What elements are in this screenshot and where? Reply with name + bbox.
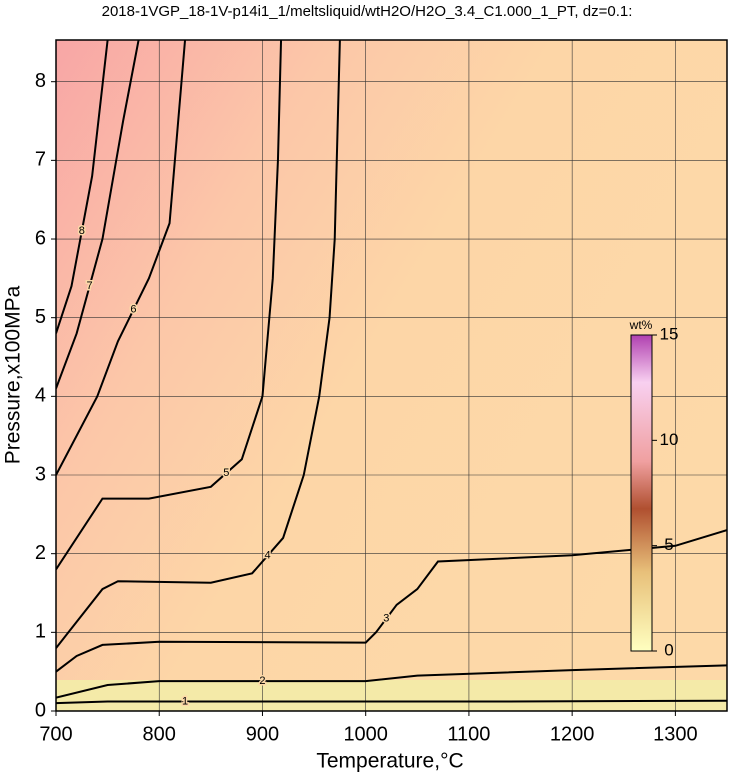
y-tick-label: 4 bbox=[35, 385, 46, 407]
contour-label: 5 bbox=[223, 467, 229, 479]
low-band bbox=[56, 680, 727, 711]
colorbar-tick-label: 15 bbox=[660, 324, 679, 343]
y-tick-label: 3 bbox=[35, 463, 46, 485]
x-tick-label: 1100 bbox=[447, 723, 490, 745]
y-tick-label: 5 bbox=[35, 306, 46, 328]
contour-line bbox=[56, 699, 727, 705]
y-tick-label: 2 bbox=[35, 542, 46, 564]
contour-label: 4 bbox=[265, 550, 271, 562]
plot-background bbox=[56, 40, 727, 711]
contour-label: 6 bbox=[130, 304, 136, 316]
y-tick-label: 0 bbox=[35, 699, 46, 721]
colorbar-tick-label: 5 bbox=[664, 535, 673, 554]
y-tick-label: 8 bbox=[35, 70, 46, 92]
contour-label: 7 bbox=[86, 280, 92, 292]
chart-title: 2018-1VGP_18-1V-p14i1_1/meltsliquid/wtH2… bbox=[102, 3, 633, 20]
contour-label: 8 bbox=[79, 225, 85, 237]
y-tick-label: 6 bbox=[35, 227, 46, 249]
contour-line bbox=[56, 40, 109, 334]
contour-line bbox=[56, 40, 140, 389]
y-axis-label: Pressure,x100MPa bbox=[2, 285, 25, 464]
x-tick-label: 1000 bbox=[343, 723, 388, 745]
colorbar-label: wt% bbox=[629, 318, 653, 332]
y-tick-label: 1 bbox=[35, 621, 46, 643]
contour-line bbox=[56, 529, 727, 673]
contour-line bbox=[56, 40, 341, 649]
contour-label: 3 bbox=[383, 612, 389, 624]
y-tick-label: 7 bbox=[35, 149, 46, 171]
contour-line bbox=[56, 40, 283, 570]
plot-frame bbox=[55, 39, 728, 712]
contour-line bbox=[56, 40, 187, 476]
colorbar bbox=[630, 334, 653, 652]
contour-label: 2 bbox=[259, 675, 265, 687]
contour-line bbox=[56, 664, 727, 699]
x-axis-label: Temperature,°C bbox=[316, 750, 463, 773]
contour-label: 1 bbox=[182, 695, 188, 707]
x-tick-label: 700 bbox=[39, 723, 72, 745]
x-tick-label: 900 bbox=[246, 723, 279, 745]
colorbar-tick-label: 10 bbox=[660, 430, 679, 449]
x-tick-label: 1200 bbox=[550, 723, 595, 745]
x-tick-label: 1300 bbox=[653, 723, 698, 745]
x-tick-label: 800 bbox=[143, 723, 176, 745]
colorbar-tick-label: 0 bbox=[664, 640, 673, 659]
